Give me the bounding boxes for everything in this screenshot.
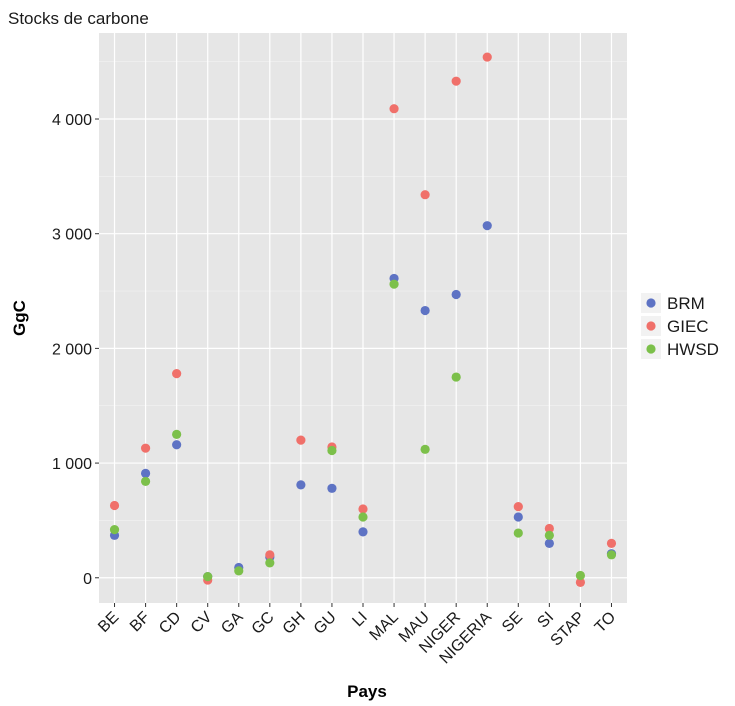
x-tick-label: GU [311, 609, 340, 638]
x-tick-label: MAL [367, 609, 402, 644]
point-brm-cd [172, 440, 182, 450]
x-tick-label: BF [127, 609, 154, 636]
point-hwsd-si [544, 530, 554, 540]
chart-title: Stocks de carbone [8, 9, 149, 28]
point-hwsd-mal [389, 279, 399, 289]
point-hwsd-gu [327, 445, 337, 456]
point-brm-se [513, 512, 523, 522]
y-tick-label: 0 [83, 571, 92, 588]
point-hwsd-li [358, 512, 368, 522]
x-tick-label: CD [156, 609, 184, 637]
legend-label-hwsd: HWSD [667, 340, 719, 359]
point-brm-li [358, 527, 368, 537]
legend: BRM GIEC HWSD [641, 293, 719, 359]
point-hwsd-cd [172, 429, 182, 440]
x-tick-label: GA [218, 609, 247, 638]
x-tick-label: STAP [548, 609, 589, 650]
x-tick-label: LI [349, 609, 370, 630]
point-giec-mau [420, 190, 430, 200]
point-brm-niger [451, 289, 461, 300]
point-hwsd-bf [140, 476, 151, 487]
point-hwsd-to [606, 550, 617, 560]
point-hwsd-niger [451, 372, 461, 382]
point-giec-gh [296, 435, 306, 445]
point-giec-be [109, 500, 120, 511]
y-tick-label: 4 000 [52, 112, 92, 129]
point-hwsd-gc [265, 558, 275, 568]
y-axis-title: GgC [10, 300, 29, 336]
legend-key-hwsd [646, 344, 656, 354]
y-axis: 0 1 000 2 000 3 000 4 000 [52, 112, 99, 588]
point-hwsd-mau [420, 444, 430, 454]
point-giec-se [513, 502, 523, 512]
point-hwsd-se [513, 528, 523, 538]
point-giec-cd [172, 369, 182, 379]
data-points [109, 52, 617, 587]
point-giec-li [358, 504, 368, 514]
y-tick-label: 2 000 [52, 341, 92, 358]
legend-label-brm: BRM [667, 294, 705, 313]
point-giec-nigeria [482, 52, 492, 62]
point-giec-mal [389, 104, 399, 114]
x-tick-label: GC [249, 609, 278, 638]
point-brm-nigeria [482, 221, 492, 231]
legend-key-giec [646, 321, 656, 331]
x-axis-title: Pays [347, 682, 387, 701]
point-hwsd-stap [575, 570, 586, 581]
x-tick-label: BE [95, 609, 122, 636]
x-tick-label: CV [188, 609, 216, 637]
x-tick-label: GH [280, 609, 309, 638]
point-hwsd-cv [203, 572, 213, 582]
legend-label-giec: GIEC [667, 317, 709, 336]
point-giec-gc [265, 550, 275, 560]
x-tick-label: SE [499, 609, 526, 636]
point-giec-to [606, 538, 617, 548]
point-brm-gu [327, 483, 337, 493]
point-giec-stap [575, 577, 586, 587]
point-brm-gh [296, 480, 306, 490]
point-giec-niger [451, 76, 461, 86]
point-brm-mau [420, 305, 430, 316]
y-tick-label: 1 000 [52, 456, 92, 473]
point-hwsd-ga [234, 566, 244, 576]
y-tick-label: 3 000 [52, 227, 92, 244]
legend-key-brm [646, 298, 656, 308]
point-giec-bf [140, 443, 151, 453]
point-brm-si [544, 538, 554, 548]
x-tick-label: SI [534, 609, 557, 632]
point-brm-bf [140, 468, 151, 479]
x-tick-label: TO [592, 609, 620, 637]
point-giec-si [544, 523, 554, 534]
point-hwsd-be [109, 524, 120, 535]
